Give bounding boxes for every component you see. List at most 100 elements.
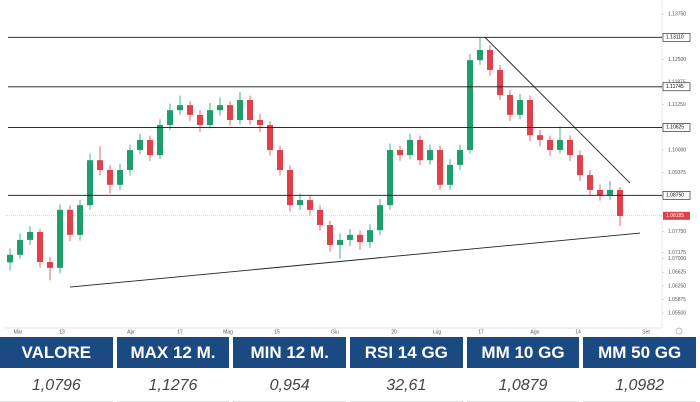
candle-body [567,139,573,156]
header-cell: VALORE [0,337,113,368]
candle-body [317,209,323,226]
candle-body [507,94,513,115]
candle-body [477,50,483,61]
candle-body [127,150,133,170]
y-tick-label: 1.07000 [668,256,686,262]
candle-body [7,254,13,263]
candle-body [547,139,553,151]
candle-body [287,169,293,206]
candle-body [387,150,393,206]
y-tick-label: 1.05875 [668,297,686,303]
value-cell: 1,1276 [116,370,230,402]
candle-body [497,69,503,95]
candle-body [77,205,83,235]
candle-body [467,60,473,151]
candle-body [197,114,203,126]
value-cell: 0,954 [233,370,346,402]
candle-body [427,150,433,161]
candle-body [597,189,603,195]
candle-body [107,169,113,185]
x-tick-label: 13 [59,329,65,335]
candle-body [447,164,453,185]
candle-body [27,231,33,240]
candle-body [167,110,173,126]
y-tick-label: 1.05500 [668,310,686,316]
x-tick-label: Apr [127,329,135,335]
candle-body [97,160,103,170]
candle-body [257,119,263,126]
candle-body [67,209,73,235]
candle-body [617,189,623,217]
last-price-label: 1.08185 [666,213,684,219]
candle-body [247,100,253,120]
candle-body [277,150,283,170]
candle-body [577,155,583,176]
candle-body [187,105,193,115]
candle-body [17,239,23,255]
candle-body [397,150,403,156]
value-cell: 1,0796 [0,370,113,402]
candle-body [237,100,243,120]
candle-body [227,105,233,120]
candle-body [147,139,153,156]
x-tick-label: Mar [14,329,23,335]
candle-body [557,139,563,151]
x-tick-label: 20 [391,329,397,335]
candle-body [417,139,423,161]
y-tick-label: 1.07175 [668,250,686,256]
candle-body [207,110,213,126]
level-label: 1.11745 [666,84,684,90]
candle-body [327,225,333,246]
header-cell: RSI 14 GG [349,337,463,368]
x-tick-label: Ago [531,329,540,335]
chart: 1.13750 1.12500 1.11875 1.11250 1.10000 1.093… [5,0,691,335]
candle-body [357,234,363,243]
x-tick-label: 15 [274,329,280,335]
y-tick-label: 1.06250 [668,283,686,289]
candle-body [307,200,313,210]
level-label-box [662,123,691,132]
candle-body [537,135,543,140]
y-tick-label: 1.13750 [668,11,686,17]
candle-body [87,160,93,206]
y-tick-label: 1.06625 [668,270,686,276]
candle-body [337,239,343,246]
last-price-box [663,211,690,220]
x-tick-label: 17 [177,329,183,335]
settings-icon[interactable] [675,327,683,335]
candle-body [437,150,443,185]
level-label: 1.10625 [666,125,684,131]
value-cell: 32,61 [349,370,463,402]
candle-body [457,150,463,165]
level-label: 1.13110 [666,35,684,41]
header-cell: MM 10 GG [466,337,580,368]
candle-body [267,125,273,151]
candle-body [607,189,613,195]
y-tick-label: 1.11250 [668,102,686,108]
candle-body [347,234,353,240]
candle-body [217,105,223,111]
level-label: 1.08750 [666,193,684,199]
candle-body [527,100,533,136]
candle-body [37,231,43,263]
candle-body [177,105,183,111]
candle-body [367,230,373,243]
x-tick-label: Lug [433,329,442,335]
y-tick-label: 1.11875 [668,79,686,85]
candle-body [487,50,493,70]
candle-body [157,125,163,156]
x-tick-label: 14 [575,329,581,335]
value-cell: 1,0982 [583,370,696,402]
y-tick-label: 1.12500 [668,57,686,63]
x-tick-label: Giu [331,329,339,335]
level-label-box [662,82,691,92]
x-tick-label: Mag [223,329,233,335]
header-cell: MM 50 GG [583,337,696,368]
level-label-box [662,33,691,42]
candle-body [407,139,413,156]
candle-body [297,200,303,206]
y-tick-label: 1.07750 [668,229,686,235]
candle-body [377,205,383,231]
value-cell: 1,0879 [466,370,580,402]
